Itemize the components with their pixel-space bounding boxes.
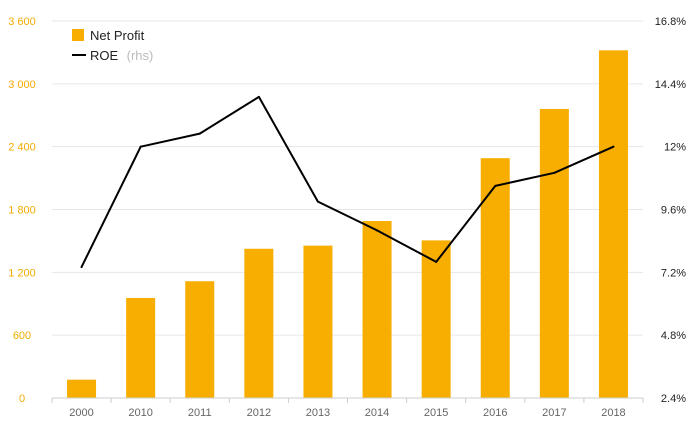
roe-point-2015 [435, 260, 438, 263]
left-tick-label: 1 200 [8, 267, 36, 279]
x-tick-label: 2017 [542, 407, 566, 419]
left-axis-ticks: 0 600 1 200 1 800 2 400 3 000 3 600 [8, 16, 36, 405]
roe-point-2000 [80, 266, 83, 269]
bar-2012 [244, 248, 274, 398]
right-tick-label: 9.6% [661, 205, 686, 217]
bar-2011 [185, 281, 215, 398]
bar-2017 [539, 108, 569, 398]
left-tick-label: 2 400 [8, 142, 36, 154]
bar-2013 [303, 245, 333, 398]
left-tick-label: 0 [19, 393, 25, 405]
left-tick-label: 3 000 [8, 79, 36, 91]
legend-swatch-net-profit [72, 29, 84, 41]
x-tick-label: 2014 [365, 407, 389, 419]
legend-label-roe: ROE (rhs) [90, 47, 153, 64]
x-tick-label: 2010 [128, 407, 152, 419]
legend: Net Profit ROE (rhs) [72, 28, 153, 64]
x-tick-label: 2018 [601, 407, 625, 419]
bar-2018 [598, 50, 628, 398]
roe-point-2017 [553, 171, 556, 174]
right-tick-label: 7.2% [661, 267, 686, 279]
x-tick-label: 2011 [188, 407, 212, 419]
x-tick-label: 2000 [69, 407, 93, 419]
right-tick-label: 4.8% [661, 330, 686, 342]
right-tick-label: 12% [664, 142, 686, 154]
bar-2014 [362, 221, 392, 398]
legend-label-roe-suffix: (rhs) [127, 48, 154, 63]
left-tick-label: 600 [13, 330, 31, 342]
legend-label-roe-name: ROE [90, 48, 119, 63]
x-tick-label: 2012 [247, 407, 271, 419]
right-axis-ticks: 2.4% 4.8% 7.2% 9.6% 12% 14.4% 16.8% [655, 16, 686, 405]
roe-point-2010 [139, 145, 142, 148]
bar-2000 [67, 379, 97, 398]
left-tick-label: 3 600 [8, 16, 36, 28]
right-tick-label: 16.8% [655, 16, 686, 28]
x-tick-label: 2013 [306, 407, 330, 419]
roe-point-2012 [257, 95, 260, 98]
net-profit-bars [67, 50, 628, 398]
roe-point-2014 [376, 229, 379, 232]
right-tick-label: 14.4% [655, 79, 686, 91]
x-axis: 2000 2010 2011 2012 2013 2014 2015 2016 2017 2018 [51, 397, 644, 419]
left-tick-label: 1 800 [8, 205, 36, 217]
roe-line-series [80, 95, 615, 269]
roe-line [80, 95, 614, 268]
legend-label-net-profit: Net Profit [90, 28, 145, 43]
x-tick-label: 2015 [424, 407, 448, 419]
bar-2016 [480, 158, 510, 398]
right-tick-label: 2.4% [661, 393, 686, 405]
bar-2010 [126, 297, 156, 398]
x-tick-label: 2016 [483, 407, 507, 419]
roe-point-2011 [198, 132, 201, 135]
bar-2015 [421, 240, 451, 398]
roe-point-2016 [494, 184, 497, 187]
roe-point-2013 [316, 200, 319, 203]
roe-point-2018 [612, 145, 615, 148]
